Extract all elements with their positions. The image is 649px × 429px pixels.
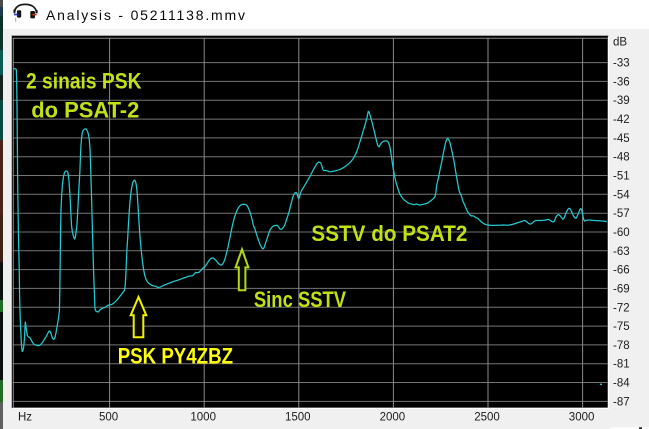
- svg-text:3000: 3000: [569, 412, 595, 424]
- svg-text:-39: -39: [613, 95, 630, 107]
- svg-text:Analysis - 05211138.mmv: Analysis - 05211138.mmv: [46, 7, 245, 23]
- svg-text:-63: -63: [613, 246, 630, 258]
- svg-text:-54: -54: [613, 189, 630, 201]
- svg-text:-66: -66: [613, 265, 630, 277]
- svg-text:-75: -75: [613, 321, 630, 333]
- svg-text:-57: -57: [613, 208, 630, 220]
- svg-text:-42: -42: [613, 114, 630, 126]
- svg-text:do PSAT-2: do PSAT-2: [31, 98, 139, 123]
- svg-text:-48: -48: [613, 152, 630, 164]
- svg-text:2000: 2000: [380, 412, 406, 424]
- svg-text:dB: dB: [613, 37, 627, 49]
- svg-text:-87: -87: [613, 396, 630, 408]
- svg-text:-84: -84: [613, 378, 630, 390]
- svg-text:1000: 1000: [190, 412, 216, 424]
- svg-text:-45: -45: [613, 133, 630, 145]
- svg-text:-33: -33: [613, 58, 630, 70]
- svg-text:SSTV do PSAT2: SSTV do PSAT2: [311, 221, 467, 246]
- svg-text:Hz: Hz: [18, 412, 32, 424]
- svg-text:1500: 1500: [285, 412, 311, 424]
- svg-text:2 sinais PSK: 2 sinais PSK: [26, 69, 142, 94]
- svg-text:500: 500: [99, 412, 118, 424]
- svg-text:-78: -78: [613, 340, 630, 352]
- svg-text:-51: -51: [613, 171, 630, 183]
- svg-text:Sinc SSTV: Sinc SSTV: [254, 287, 346, 312]
- svg-text:PSK PY4ZBZ: PSK PY4ZBZ: [118, 343, 233, 368]
- svg-text:-81: -81: [613, 359, 630, 371]
- svg-text:-72: -72: [613, 302, 630, 314]
- svg-text:-36: -36: [613, 76, 630, 88]
- svg-text:-69: -69: [613, 283, 630, 295]
- svg-text:-60: -60: [613, 227, 630, 239]
- svg-text:2500: 2500: [474, 412, 500, 424]
